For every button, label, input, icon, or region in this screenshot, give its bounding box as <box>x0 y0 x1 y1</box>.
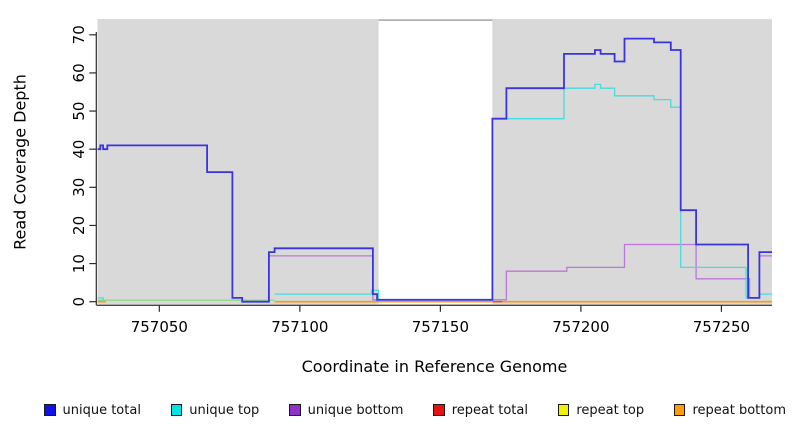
y-tick-label: 20 <box>70 216 88 235</box>
series-line-unique-top <box>97 297 104 302</box>
legend-swatch-repeat-total <box>433 404 445 416</box>
legend-swatch-repeat-top <box>557 404 570 416</box>
y-tick-label: 0 <box>70 297 88 307</box>
masked-region <box>378 19 493 305</box>
x-axis-label: Coordinate in Reference Genome <box>301 357 568 376</box>
x-tick-label: 757150 <box>412 318 469 336</box>
y-tick-label: 60 <box>70 63 88 82</box>
legend-label: unique bottom <box>307 402 404 418</box>
y-axis-label-text: Read Coverage Depth <box>10 74 30 250</box>
legend-item-repeat-bottom: repeat bottom <box>673 402 786 418</box>
y-tick-label: 70 <box>70 25 88 44</box>
x-tick-label: 757050 <box>131 318 188 336</box>
legend-swatch-unique-bottom <box>289 404 301 416</box>
series-line-unique-top <box>491 83 772 302</box>
series-line-unique-top <box>274 289 380 302</box>
x-tick-label: 757200 <box>552 318 609 336</box>
legend: unique total unique top unique bottom repea… <box>44 398 786 422</box>
legend-item-unique-bottom: unique bottom <box>289 403 403 418</box>
legend-item-repeat-total: repeat total <box>433 403 528 418</box>
legend-label: unique top <box>189 402 260 418</box>
x-tick-label: 757100 <box>271 318 328 336</box>
legend-label: repeat bottom <box>692 402 786 418</box>
y-tick-label: 50 <box>70 102 88 121</box>
legend-item-repeat-top: repeat top <box>557 402 645 418</box>
y-tick-label: 30 <box>70 178 88 197</box>
legend-swatch-repeat-bottom <box>673 404 686 416</box>
series-line-unique-total <box>97 37 772 303</box>
legend-swatch-unique-total <box>44 404 56 416</box>
legend-item-unique-total: unique total <box>44 403 141 418</box>
y-tick-label: 40 <box>70 140 88 159</box>
x-tick-label: 757250 <box>693 318 750 336</box>
legend-label: unique total <box>62 402 141 418</box>
y-tick-label: 10 <box>70 254 88 273</box>
coverage-plot: 757050 757100 757150 757200 757250 0 10 20 30 40 5… <box>70 19 772 336</box>
legend-swatch-unique-top <box>170 404 183 416</box>
legend-item-unique-top: unique top <box>170 402 260 418</box>
legend-label: repeat total <box>451 402 528 418</box>
legend-label: repeat top <box>576 402 645 418</box>
